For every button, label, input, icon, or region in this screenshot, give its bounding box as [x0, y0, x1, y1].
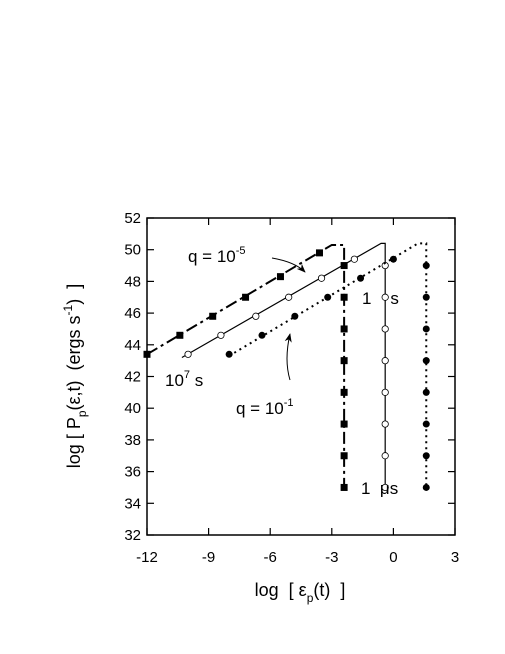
marker [381, 452, 389, 460]
x-tick-label: -12 [136, 549, 158, 566]
annotation: 107 s [165, 369, 203, 390]
marker [350, 255, 358, 263]
y-tick-label: 42 [124, 369, 141, 386]
marker [422, 420, 430, 428]
annotation: q = 10-5 [188, 245, 246, 266]
marker [381, 357, 389, 365]
marker [340, 262, 348, 270]
y-tick-label: 50 [124, 242, 141, 259]
marker [340, 357, 348, 365]
y-axis-label: log [ Pp(ε,t) (ergs s-1) ] [61, 284, 89, 468]
marker [381, 483, 389, 492]
annotation: q = 10-1 [236, 397, 294, 418]
arrow [271, 257, 306, 273]
marker [209, 312, 217, 320]
marker [340, 452, 348, 460]
marker [252, 312, 260, 320]
marker [422, 293, 430, 301]
marker [317, 274, 326, 282]
x-tick-label: -6 [264, 549, 277, 566]
marker [276, 273, 284, 281]
marker [258, 331, 266, 339]
marker [184, 350, 192, 358]
marker [285, 293, 293, 301]
marker [340, 483, 348, 491]
y-tick-label: 34 [124, 495, 141, 512]
annotation: 1 s [362, 289, 399, 308]
marker [291, 312, 299, 320]
series-line [146, 243, 346, 488]
x-tick-label: 3 [451, 549, 459, 566]
marker [340, 420, 348, 428]
x-axis-label: log [ εp(t) ] [255, 580, 346, 605]
y-tick-label: 36 [124, 464, 141, 481]
marker [422, 483, 430, 491]
annotation: 1 μs [361, 479, 398, 498]
marker [422, 388, 430, 396]
marker [217, 331, 225, 339]
marker [422, 325, 430, 333]
marker [422, 262, 430, 270]
marker [176, 331, 184, 339]
marker [143, 350, 151, 358]
marker [357, 274, 365, 282]
y-tick-label: 48 [124, 273, 141, 290]
y-tick-label: 32 [124, 527, 141, 544]
marker [324, 293, 332, 301]
y-tick-label: 46 [124, 305, 141, 322]
marker [381, 388, 389, 396]
arrow [284, 333, 292, 381]
marker [381, 420, 389, 428]
marker [422, 357, 430, 365]
marker [340, 388, 348, 396]
x-tick-label: 0 [389, 549, 397, 566]
y-tick-label: 38 [124, 432, 141, 449]
marker [422, 452, 430, 460]
marker [340, 293, 348, 301]
series-line [228, 242, 428, 488]
y-tick-label: 52 [124, 210, 141, 227]
marker [389, 255, 397, 263]
marker [315, 249, 323, 257]
marker [340, 325, 348, 333]
y-tick-label: 40 [124, 400, 141, 417]
marker [242, 293, 250, 301]
y-tick-label: 44 [124, 337, 141, 354]
marker [381, 293, 389, 301]
series-line [181, 242, 386, 488]
x-tick-label: -9 [202, 549, 215, 566]
x-tick-label: -3 [325, 549, 338, 566]
marker [225, 350, 233, 358]
marker [381, 325, 389, 333]
